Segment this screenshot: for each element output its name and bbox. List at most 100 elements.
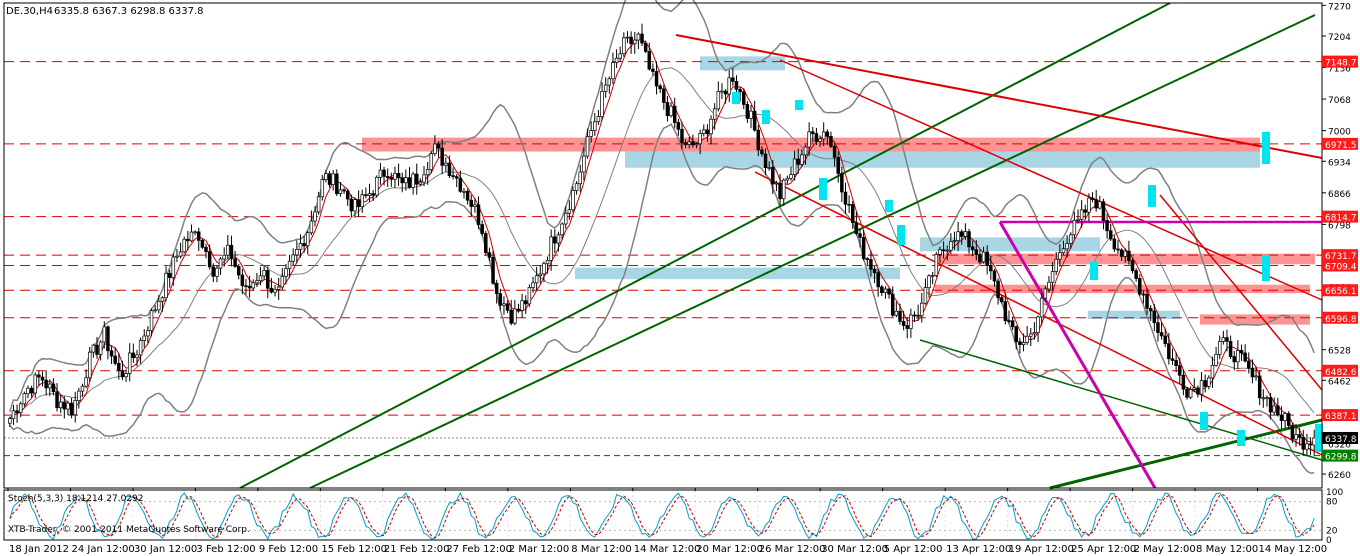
horizontal-levels — [4, 61, 1322, 457]
candle-body — [676, 122, 681, 130]
candle-body — [1010, 320, 1015, 328]
candle-body — [1210, 364, 1215, 379]
candle-body — [1232, 356, 1236, 363]
candle-body — [905, 325, 909, 329]
candle-body — [106, 326, 110, 352]
candle-body — [647, 51, 652, 70]
x-tick-label: 5 Apr 12:00 — [884, 544, 943, 555]
candle-body — [1029, 333, 1033, 337]
candle-body — [1087, 197, 1091, 213]
candle-body — [516, 308, 521, 311]
candle-body — [1032, 332, 1037, 335]
candle-body — [1192, 387, 1197, 390]
candle-body — [876, 272, 880, 288]
candle-body — [269, 287, 274, 293]
candle-body — [247, 285, 252, 289]
candle-body — [15, 410, 19, 413]
candle-body — [1174, 360, 1178, 367]
trend-line-red — [675, 34, 1323, 159]
candle-body — [258, 275, 263, 282]
candle-body — [276, 286, 281, 290]
support-zone — [1088, 310, 1180, 320]
candle-body — [858, 233, 862, 238]
candle-body — [771, 167, 775, 185]
y-tick-label: 6462 — [1328, 377, 1351, 387]
candle-body — [970, 246, 975, 251]
candle-body — [611, 62, 615, 80]
candle-body — [186, 238, 190, 242]
candle-body — [425, 169, 430, 176]
level-label-box — [1322, 284, 1358, 297]
candle-body — [480, 224, 484, 234]
candle-body — [1145, 293, 1149, 309]
candle-body — [236, 266, 241, 276]
candle-body — [1043, 288, 1048, 299]
candle-body — [327, 173, 332, 185]
candle-body — [1250, 367, 1255, 378]
candle-body — [912, 314, 917, 317]
candle-body — [494, 282, 499, 294]
candle-body — [1177, 365, 1182, 376]
candle-body — [1207, 377, 1211, 387]
x-tick-label: 19 Apr 12:00 — [1009, 544, 1074, 555]
candle-body — [55, 391, 59, 409]
candle-body — [62, 401, 67, 410]
x-tick-label: 30 Jan 12:00 — [134, 544, 197, 555]
candle-body — [622, 37, 626, 55]
marker-bar — [1200, 412, 1208, 430]
candle-body — [549, 236, 553, 261]
trend-lines — [239, 2, 1323, 490]
marker-bar — [1262, 132, 1270, 164]
candle-body — [607, 78, 612, 86]
candle-body — [967, 231, 971, 248]
candle-body — [171, 256, 176, 278]
candle-body — [91, 344, 96, 353]
candle-body — [1286, 413, 1291, 426]
candle-body — [200, 239, 205, 248]
candle-body — [226, 244, 230, 256]
candle-body — [157, 300, 161, 311]
candle-body — [135, 354, 139, 358]
candle-body — [367, 193, 372, 197]
candle-body — [1217, 341, 1222, 355]
candle-body — [404, 177, 408, 184]
level-label-box — [1322, 249, 1358, 262]
candle-body — [40, 376, 45, 381]
grid — [7, 490, 1259, 540]
support-zone — [625, 151, 1260, 168]
symbol-label: DE.30,H4 — [6, 6, 53, 17]
candle-body — [723, 90, 728, 95]
candle-body — [523, 300, 528, 305]
candle-body — [694, 143, 699, 146]
candle-body — [1247, 360, 1251, 369]
candle-body — [364, 194, 368, 197]
candle-body — [963, 231, 968, 237]
candle-body — [1228, 341, 1233, 357]
candle-body — [956, 231, 960, 241]
candle-body — [1297, 434, 1302, 438]
candle-body — [251, 282, 256, 289]
level-label: 6337.8 — [1325, 435, 1357, 445]
candle-body — [840, 173, 844, 193]
marker-bar — [1090, 262, 1098, 280]
candle-body — [415, 173, 419, 185]
candle-body — [927, 275, 931, 289]
y-tick-label: 7136 — [1328, 65, 1351, 75]
marker-bar — [819, 178, 827, 200]
x-tick-label: 2 May 12:00 — [1134, 544, 1196, 555]
candle-body — [69, 402, 74, 416]
candle-body — [796, 158, 800, 165]
candle-body — [1163, 335, 1167, 344]
candle-body — [629, 36, 633, 45]
candle-body — [589, 130, 593, 137]
candle-body — [767, 167, 771, 169]
candle-body — [818, 138, 822, 142]
x-tick-label: 20 Mar 12:00 — [696, 544, 763, 555]
resistance-zone — [1200, 314, 1310, 325]
candle-body — [454, 176, 459, 179]
candle-body — [643, 42, 648, 52]
candle-body — [756, 129, 761, 151]
marker-bar — [732, 92, 740, 104]
